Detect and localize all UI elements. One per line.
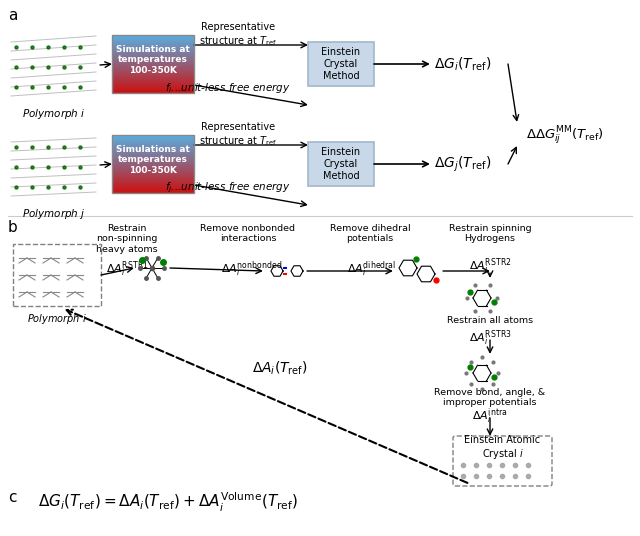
Bar: [112, 135, 194, 193]
Text: $\Delta A_i^\mathrm{nonbonded}$: $\Delta A_i^\mathrm{nonbonded}$: [221, 259, 283, 279]
Text: Restrain
non-spinning
heavy atoms: Restrain non-spinning heavy atoms: [96, 224, 158, 254]
Text: $\Delta G_i(T_\mathrm{ref})$: $\Delta G_i(T_\mathrm{ref})$: [434, 55, 492, 73]
Text: Einstein
Crystal
Method: Einstein Crystal Method: [321, 47, 360, 80]
Text: Simulations at
temperatures
100-350K: Simulations at temperatures 100-350K: [116, 45, 190, 75]
Text: Polymorph $j$: Polymorph $j$: [22, 207, 86, 221]
FancyBboxPatch shape: [13, 244, 101, 306]
Text: c: c: [8, 490, 17, 505]
Text: Einstein Atomic
Crystal $i$: Einstein Atomic Crystal $i$: [465, 435, 541, 461]
Text: $\Delta\Delta G_{ij}^\mathrm{MM}(T_\mathrm{ref})$: $\Delta\Delta G_{ij}^\mathrm{MM}(T_\math…: [526, 125, 604, 147]
Text: Restrain spinning
Hydrogens: Restrain spinning Hydrogens: [449, 224, 531, 243]
FancyBboxPatch shape: [308, 42, 374, 86]
Text: $\Delta G_j(T_\mathrm{ref})$: $\Delta G_j(T_\mathrm{ref})$: [434, 154, 492, 174]
Text: Remove nonbonded
interactions: Remove nonbonded interactions: [200, 224, 296, 243]
Text: Simulations at
temperatures
100-350K: Simulations at temperatures 100-350K: [116, 145, 190, 175]
Text: $\Delta A_i(T_\mathrm{ref})$: $\Delta A_i(T_\mathrm{ref})$: [252, 359, 308, 377]
Text: $f_j$...unit-less free energy: $f_j$...unit-less free energy: [165, 181, 291, 195]
Text: $\Delta A_i^\mathrm{intra}$: $\Delta A_i^\mathrm{intra}$: [472, 406, 508, 426]
Text: Remove bond, angle, &
improper potentials: Remove bond, angle, & improper potential…: [435, 388, 545, 407]
Text: $\Delta G_i(T_\mathrm{ref}) = \Delta A_i(T_\mathrm{ref}) + \Delta A_i^\mathrm{Vo: $\Delta G_i(T_\mathrm{ref}) = \Delta A_i…: [38, 490, 298, 513]
FancyBboxPatch shape: [308, 142, 374, 186]
Text: Einstein
Crystal
Method: Einstein Crystal Method: [321, 147, 360, 181]
Text: Polymorph $i$: Polymorph $i$: [27, 312, 87, 326]
Text: Remove dihedral
potentials: Remove dihedral potentials: [330, 224, 410, 243]
Text: Restrain all atoms: Restrain all atoms: [447, 316, 533, 325]
Text: $\Delta A_i^\mathrm{RSTR2}$: $\Delta A_i^\mathrm{RSTR2}$: [468, 256, 511, 276]
Text: Representative
structure at $T_\mathrm{ref}$: Representative structure at $T_\mathrm{r…: [199, 22, 277, 48]
Text: b: b: [8, 220, 18, 235]
Text: Polymorph $i$: Polymorph $i$: [22, 107, 86, 121]
Text: $\Delta A_i^\mathrm{RSTR3}$: $\Delta A_i^\mathrm{RSTR3}$: [468, 328, 511, 348]
Text: a: a: [8, 8, 17, 23]
Text: Representative
structure at $T_\mathrm{ref}$: Representative structure at $T_\mathrm{r…: [199, 122, 277, 148]
Bar: [112, 35, 194, 93]
Text: $f_i$...unit-less free energy: $f_i$...unit-less free energy: [165, 81, 291, 95]
Text: $\Delta A_i^\mathrm{RSTR1}$: $\Delta A_i^\mathrm{RSTR1}$: [106, 259, 148, 279]
FancyBboxPatch shape: [453, 436, 552, 486]
Text: $\Delta A_i^\mathrm{dihedral}$: $\Delta A_i^\mathrm{dihedral}$: [348, 259, 397, 279]
